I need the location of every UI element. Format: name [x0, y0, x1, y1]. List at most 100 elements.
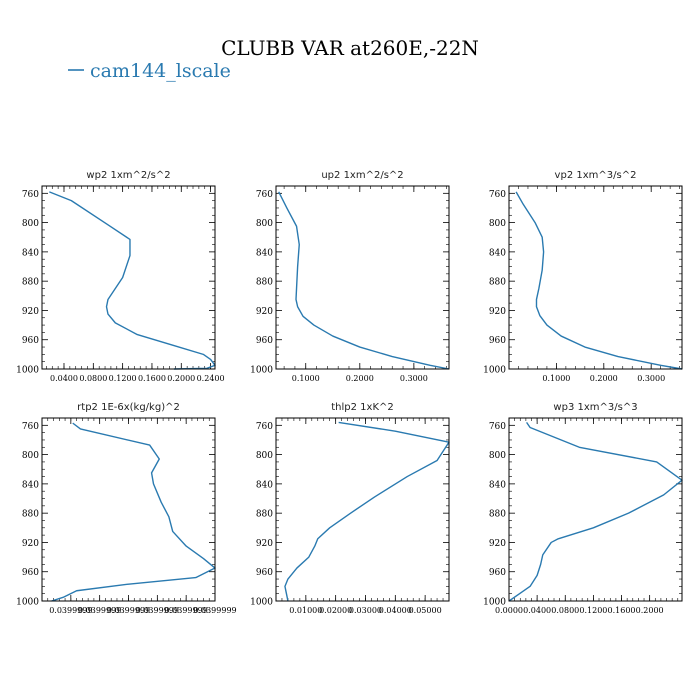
- y-tick-label: 840: [256, 248, 273, 258]
- y-tick-label: 880: [256, 278, 273, 288]
- panel-title: vp2 1xm^3/s^2: [555, 170, 637, 181]
- x-tick-label: 0.01000: [289, 606, 322, 615]
- y-tick-label: 920: [22, 307, 39, 317]
- x-tick-label: 0.3000: [400, 374, 428, 383]
- y-tick-label: 960: [489, 568, 506, 578]
- plot-frame: [508, 185, 683, 370]
- panel-4: rtp2 1E-6x(kg/kg)^2 760 800 840 880 920 960 100…: [16, 402, 237, 615]
- y-tick-label: 800: [22, 451, 39, 461]
- y-tick-label: 1000: [483, 366, 506, 376]
- x-tick-label: 0.0000: [495, 606, 523, 615]
- x-tick-label: 0.2000: [346, 374, 374, 383]
- series-line: [508, 421, 683, 602]
- y-tick-label: 760: [22, 422, 39, 432]
- y-tick-label: 840: [489, 248, 506, 258]
- y-tick-label: 880: [489, 278, 506, 288]
- x-tick-label: 0.3000: [637, 374, 665, 383]
- plot-frame: [41, 417, 216, 602]
- y-tick-label: 760: [256, 190, 273, 200]
- x-tick-label: 0.2000: [590, 374, 618, 383]
- y-tick-label: 1000: [250, 598, 273, 608]
- series-line: [284, 421, 450, 602]
- x-tick-label: 0.02000: [319, 606, 352, 615]
- y-tick-label: 800: [489, 451, 506, 461]
- series-line: [515, 191, 683, 370]
- y-tick-label: 800: [256, 219, 273, 229]
- y-tick-label: 960: [256, 336, 273, 346]
- y-tick-label: 760: [489, 190, 506, 200]
- x-tick-label: 0.2400: [197, 374, 225, 383]
- panel-title: thlp2 1xK^2: [331, 402, 394, 413]
- y-tick-label: 800: [256, 451, 273, 461]
- plot-frame: [41, 185, 216, 370]
- y-tick-label: 920: [489, 539, 506, 549]
- y-tick-label: 920: [256, 307, 273, 317]
- y-tick-label: 960: [489, 336, 506, 346]
- x-tick-label: 0.1000: [542, 374, 570, 383]
- series-line: [49, 191, 216, 370]
- x-tick-label: 0.0399999: [193, 606, 236, 615]
- y-tick-label: 960: [256, 568, 273, 578]
- x-tick-label: 0.1200: [579, 606, 607, 615]
- series-line: [51, 422, 216, 602]
- y-tick-label: 960: [22, 336, 39, 346]
- y-tick-label: 800: [489, 219, 506, 229]
- x-tick-label: 0.0800: [79, 374, 107, 383]
- y-tick-label: 800: [22, 219, 39, 229]
- plot-frame: [275, 185, 450, 370]
- y-tick-label: 880: [22, 510, 39, 520]
- panel-title: wp3 1xm^3/s^3: [553, 402, 637, 413]
- y-tick-label: 880: [256, 510, 273, 520]
- figure-title: CLUBB VAR at260E,-22N: [221, 36, 479, 60]
- panel-6: wp3 1xm^3/s^3 760 800 840 880 920 960 10000.000…: [483, 402, 683, 615]
- y-tick-label: 920: [22, 539, 39, 549]
- y-tick-label: 880: [489, 510, 506, 520]
- y-tick-label: 960: [22, 568, 39, 578]
- x-tick-label: 0.1600: [608, 606, 636, 615]
- y-tick-label: 760: [489, 422, 506, 432]
- x-tick-label: 0.1600: [138, 374, 166, 383]
- panel-1: wp2 1xm^2/s^2 760 800 840 880 920 960 1000 0.040…: [16, 170, 225, 383]
- panel-5: thlp2 1xK^2 760 800 840 880 920 960 1000 0.01000…: [250, 402, 450, 615]
- plot-frame: [508, 417, 683, 602]
- y-tick-label: 1000: [16, 366, 39, 376]
- x-tick-label: 0.0399999: [165, 606, 208, 615]
- y-tick-label: 1000: [250, 366, 273, 376]
- x-tick-label: 0.0399999: [49, 606, 92, 615]
- x-tick-label: 0.2000: [167, 374, 195, 383]
- x-tick-label: 0.2000: [636, 606, 664, 615]
- y-tick-label: 840: [22, 248, 39, 258]
- x-tick-label: 0.04000: [379, 606, 412, 615]
- y-tick-label: 840: [22, 480, 39, 490]
- y-tick-label: 920: [256, 539, 273, 549]
- panel-grid: wp2 1xm^2/s^2 760 800 840 880 920 960 1000 0.040…: [16, 170, 683, 615]
- legend-label: cam144_lscale: [90, 60, 231, 82]
- panel-2: up2 1xm^2/s^2 760 800 840 880 920 960 1000 0.100…: [250, 170, 450, 383]
- x-tick-label: 0.1000: [292, 374, 320, 383]
- series-line: [278, 191, 450, 370]
- y-tick-label: 920: [489, 307, 506, 317]
- y-tick-label: 760: [256, 422, 273, 432]
- x-tick-label: 0.0399999: [107, 606, 150, 615]
- panel-3: vp2 1xm^3/s^2 760 800 840 880 920 960 1000 0.100…: [483, 170, 683, 383]
- plot-frame: [275, 417, 450, 602]
- y-tick-label: 1000: [483, 598, 506, 608]
- x-tick-label: 0.05000: [409, 606, 442, 615]
- y-tick-label: 760: [22, 190, 39, 200]
- y-tick-label: 840: [489, 480, 506, 490]
- x-tick-label: 0.0399999: [78, 606, 121, 615]
- y-tick-label: 840: [256, 480, 273, 490]
- x-tick-label: 0.0400: [523, 606, 551, 615]
- x-tick-label: 0.03000: [349, 606, 382, 615]
- panel-title: rtp2 1E-6x(kg/kg)^2: [77, 402, 180, 413]
- x-tick-label: 0.1200: [109, 374, 137, 383]
- panel-title: up2 1xm^2/s^2: [321, 170, 403, 181]
- x-tick-label: 0.0400: [50, 374, 78, 383]
- panel-title: wp2 1xm^2/s^2: [86, 170, 170, 181]
- y-tick-label: 880: [22, 278, 39, 288]
- x-tick-label: 0.0800: [551, 606, 579, 615]
- x-tick-label: 0.0399999: [136, 606, 179, 615]
- y-tick-label: 1000: [16, 598, 39, 608]
